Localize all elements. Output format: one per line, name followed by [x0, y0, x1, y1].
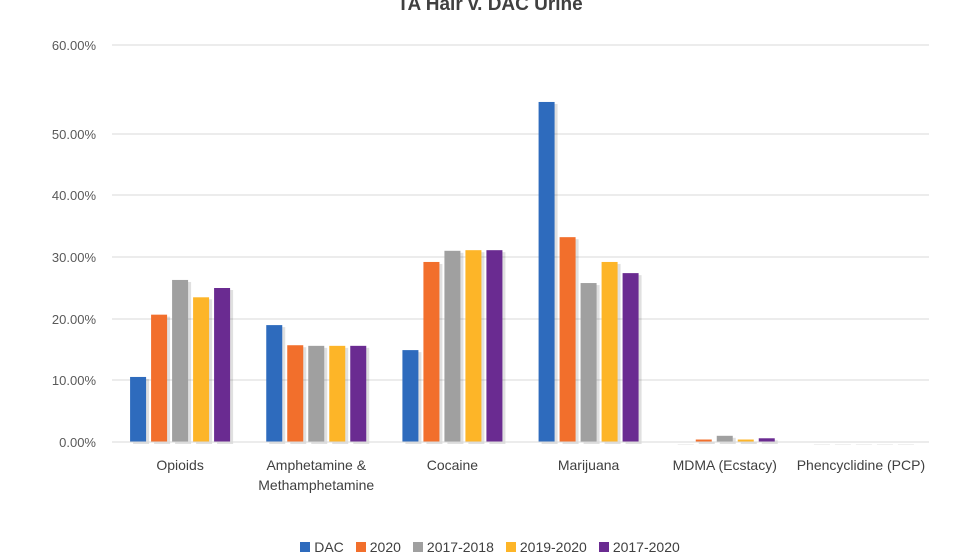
bar-2019-2020-opioids: [193, 297, 210, 442]
legend-item: DAC: [300, 539, 344, 555]
bar-2017-2018-amphetamine-methamphetamine: [308, 345, 325, 442]
bar-2017-2020-mdma-ecstacy-: [758, 438, 775, 442]
category-label: Marijuana: [558, 457, 620, 473]
bar-2020-cocaine: [423, 261, 440, 442]
legend: DAC 2020 2017-2018 2019-2020 2017-2020: [0, 539, 980, 555]
bar-2017-2020-marijuana: [622, 273, 639, 442]
legend-label: DAC: [314, 539, 344, 555]
category-label: Opioids: [156, 457, 203, 473]
legend-label: 2019-2020: [519, 539, 587, 555]
bar-DAC-cocaine: [402, 350, 419, 442]
bar-2017-2020-cocaine: [486, 250, 503, 442]
bar-shadow: [876, 444, 893, 445]
category-label: Cocaine: [427, 457, 479, 473]
category-label: Phencyclidine (PCP): [797, 457, 925, 473]
bar-shadow: [677, 444, 694, 445]
bar-2020-mdma-ecstacy-: [695, 439, 712, 442]
legend-item: 2020: [355, 539, 401, 555]
bar-2017-2018-marijuana: [580, 283, 597, 442]
bar-2020-opioids: [151, 314, 168, 442]
legend-label: 2020: [369, 539, 401, 555]
bar-2019-2020-mdma-ecstacy-: [737, 439, 754, 442]
bar-2019-2020-amphetamine-methamphetamine: [329, 345, 346, 442]
bar-DAC-opioids: [130, 376, 147, 442]
legend-swatch: [412, 542, 423, 552]
bar-shadow: [698, 441, 715, 444]
bar-2017-2018-cocaine: [444, 250, 461, 442]
bar-2019-2020-marijuana: [601, 261, 618, 442]
bar-shadow: [740, 441, 757, 444]
bar-shadow: [855, 444, 872, 445]
category-label: Methamphetamine: [258, 477, 374, 493]
y-tick-label: 60.00%: [52, 38, 97, 53]
y-tick-label: 10.00%: [52, 373, 97, 388]
legend-label: 2017-2020: [612, 539, 680, 555]
bar-shadow: [813, 444, 830, 445]
legend-swatch: [598, 542, 609, 552]
legend-swatch: [505, 542, 516, 552]
chart-title: TA Hair v. DAC Urine: [397, 0, 583, 15]
bar-shadow: [834, 444, 851, 445]
bar-2017-2020-opioids: [214, 288, 231, 442]
bar-shadow: [897, 444, 914, 445]
category-label: MDMA (Ecstacy): [673, 457, 777, 473]
y-tick-label: 40.00%: [52, 188, 97, 203]
bar-2017-2020-amphetamine-methamphetamine: [350, 345, 367, 442]
legend-item: 2019-2020: [505, 539, 587, 555]
y-tick-label: 20.00%: [52, 312, 97, 327]
bar-2020-marijuana: [559, 237, 576, 442]
bar-DAC-marijuana: [538, 101, 555, 443]
category-label: Amphetamine &: [266, 457, 366, 473]
legend-swatch: [300, 542, 311, 552]
legend-label: 2017-2018: [426, 539, 494, 555]
y-tick-label: 50.00%: [52, 127, 97, 142]
y-tick-label: 30.00%: [52, 250, 97, 265]
bar-2020-amphetamine-methamphetamine: [287, 345, 304, 442]
legend-item: 2017-2018: [412, 539, 494, 555]
bar-2019-2020-cocaine: [465, 250, 482, 442]
legend-swatch: [355, 542, 366, 552]
y-tick-label: 0.00%: [59, 435, 96, 450]
bar-2017-2018-mdma-ecstacy-: [716, 435, 733, 442]
legend-item: 2017-2020: [598, 539, 680, 555]
bar-DAC-amphetamine-methamphetamine: [266, 325, 283, 442]
bar-2017-2018-opioids: [172, 279, 189, 442]
